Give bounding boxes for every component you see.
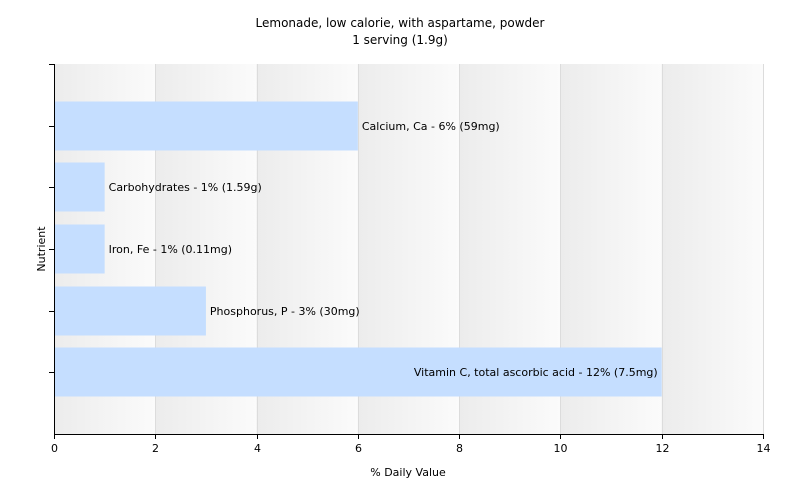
bar — [54, 347, 662, 397]
data-label: Calcium, Ca - 6% (59mg) — [362, 120, 500, 133]
x-tick-label: 14 — [757, 442, 771, 455]
x-tick-label: 8 — [456, 442, 463, 455]
y-axis-title: Nutrient — [35, 226, 48, 272]
data-label: Vitamin C, total ascorbic acid - 12% (7.… — [414, 366, 658, 379]
chart-subtitle: 1 serving (1.9g) — [352, 33, 448, 47]
chart-title: Lemonade, low calorie, with aspartame, p… — [255, 16, 545, 30]
x-axis-title: % Daily Value — [370, 466, 446, 479]
data-label: Phosphorus, P - 3% (30mg) — [210, 305, 360, 318]
plot-panel — [661, 64, 763, 434]
bar — [54, 101, 358, 151]
data-label: Iron, Fe - 1% (0.11mg) — [109, 243, 232, 256]
data-label: Carbohydrates - 1% (1.59g) — [109, 181, 262, 194]
bars — [54, 101, 662, 397]
x-tick-label: 4 — [254, 442, 261, 455]
data-labels: Calcium, Ca - 6% (59mg) Carbohydrates - 1… — [109, 120, 658, 379]
x-tick-label: 0 — [51, 442, 58, 455]
bar — [54, 162, 105, 212]
x-tick-label: 6 — [355, 442, 362, 455]
x-tick-label: 2 — [152, 442, 159, 455]
x-tick-label: 10 — [554, 442, 568, 455]
bar — [54, 286, 206, 336]
chart-title-block: Lemonade, low calorie, with aspartame, p… — [0, 15, 800, 49]
bar — [54, 224, 105, 274]
x-tick-label: 12 — [656, 442, 670, 455]
axes: 0 2 4 6 8 10 12 14 — [49, 64, 771, 455]
